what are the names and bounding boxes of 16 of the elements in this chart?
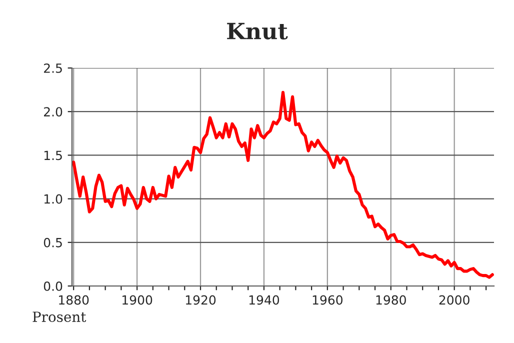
x-tick-label: 1880 <box>59 295 89 305</box>
chart-title: Knut <box>227 22 288 40</box>
x-tick-label: 1940 <box>249 295 280 305</box>
x-tick-label: 1900 <box>122 295 152 305</box>
x-tick-label: 1960 <box>312 295 342 305</box>
y-tick-label: 0.5 <box>44 238 62 248</box>
y-tick-label: 1.5 <box>44 150 62 160</box>
text: Prosent <box>32 312 86 322</box>
x-tick-label: 2000 <box>439 295 470 305</box>
line-series <box>72 90 494 279</box>
x-tick-label: 1920 <box>186 295 216 305</box>
y-tick-label: 2.0 <box>44 107 62 117</box>
y-tick-label: 0.0 <box>44 281 62 291</box>
x-tick-label: 1980 <box>376 295 406 305</box>
y-tick-label: 1.0 <box>44 194 62 204</box>
y-tick-label: 2.5 <box>44 63 62 73</box>
